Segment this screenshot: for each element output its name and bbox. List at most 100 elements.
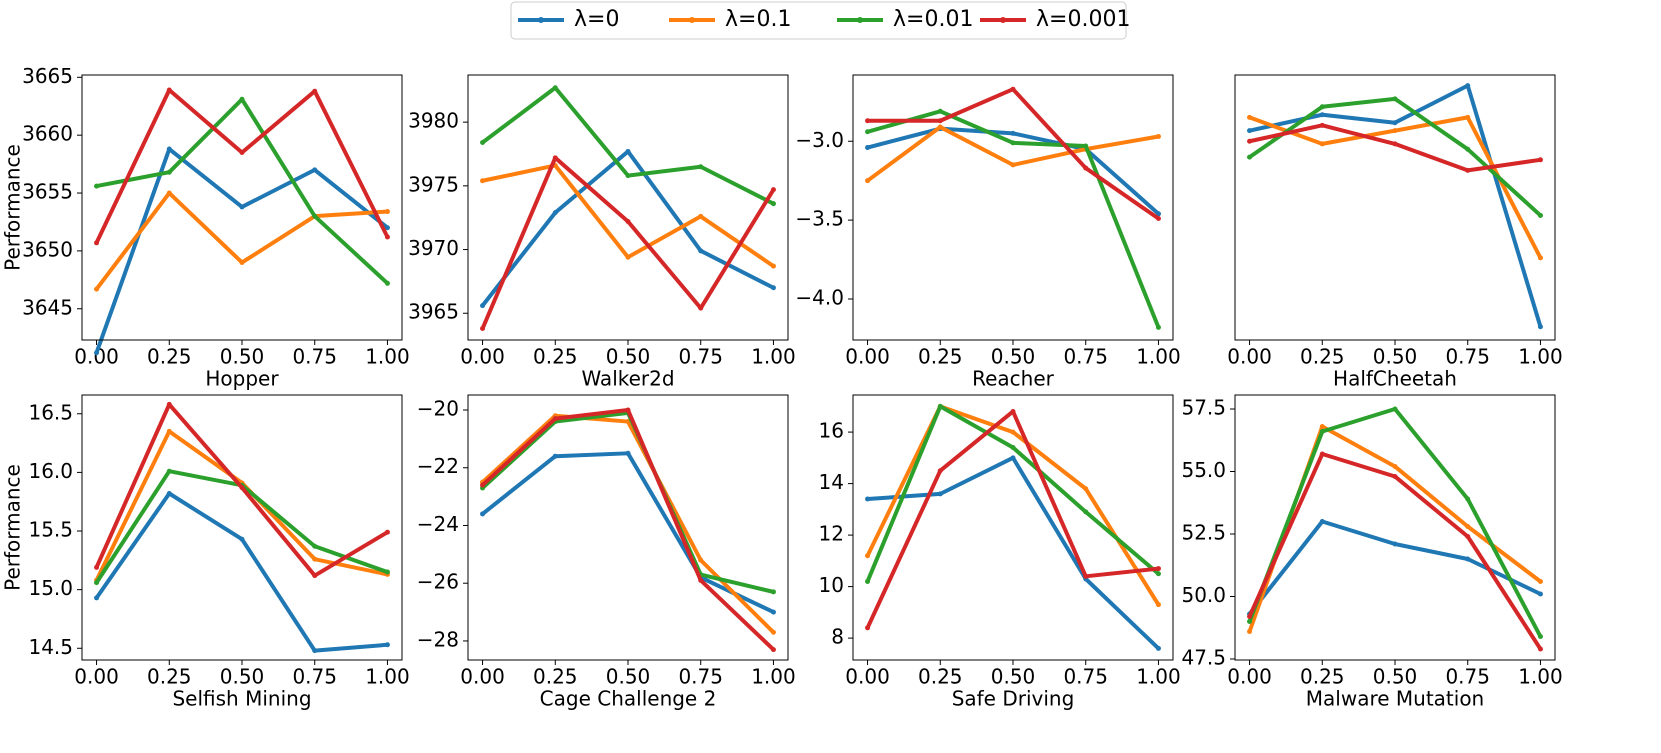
axes-frame [1234, 74, 1556, 341]
data-point [770, 263, 776, 269]
data-point [384, 234, 390, 240]
data-point [552, 416, 558, 422]
x-tick-label: 0.00 [1227, 665, 1272, 689]
data-point [384, 280, 390, 286]
y-tick-label: −20 [417, 397, 459, 421]
data-point [1083, 509, 1089, 515]
y-tick-label: 12 [819, 522, 844, 546]
legend-marker [538, 17, 544, 23]
y-tick-label: −24 [417, 512, 459, 536]
data-point [625, 407, 631, 413]
data-point [166, 490, 172, 496]
data-point [166, 401, 172, 407]
y-tick-label: 3655 [22, 180, 73, 204]
data-point [698, 557, 704, 563]
y-tick-label: 14.5 [28, 635, 73, 659]
axes-frame [852, 394, 1174, 661]
data-point [1083, 143, 1089, 149]
x-axis-label: Safe Driving [952, 687, 1075, 711]
data-point [1392, 464, 1398, 469]
data-point [1247, 128, 1253, 134]
data-point [1392, 120, 1398, 126]
axes-frame [81, 394, 403, 661]
data-point [937, 468, 943, 474]
data-point [1155, 324, 1161, 330]
data-point [865, 178, 871, 184]
y-tick-label: 3665 [22, 64, 73, 88]
data-point [1465, 167, 1471, 173]
data-point [312, 556, 318, 562]
data-point [1247, 138, 1253, 144]
data-point [384, 209, 390, 215]
x-tick-label: 0.25 [533, 665, 578, 689]
legend-label: λ=0.01 [893, 7, 973, 32]
series-line [94, 88, 390, 244]
data-point [1392, 128, 1398, 134]
data-point [937, 108, 943, 114]
y-tick-label: 3975 [408, 172, 459, 196]
data-point [384, 529, 390, 535]
axes-frame [467, 74, 789, 341]
y-tick-label: 3645 [22, 295, 73, 319]
data-point [312, 167, 318, 173]
x-tick-label: 1.00 [1136, 345, 1181, 369]
data-point [1537, 634, 1543, 639]
x-tick-label: 1.00 [751, 665, 796, 689]
data-point [1465, 83, 1471, 89]
x-tick-label: 1.00 [1518, 665, 1563, 689]
data-point [698, 248, 704, 254]
x-axis-label: Walker2d [581, 367, 674, 391]
data-point [770, 285, 776, 291]
y-tick-label: 16.5 [28, 400, 73, 424]
y-tick-label: −3.0 [795, 128, 844, 152]
y-tick-label: 47.5 [1181, 646, 1226, 670]
data-point [166, 87, 172, 93]
x-tick-label: 0.75 [292, 665, 337, 689]
data-point [1155, 211, 1161, 217]
axes-frame [81, 74, 403, 341]
y-tick-label: 57.5 [1181, 396, 1226, 420]
data-point [480, 511, 486, 517]
data-point [312, 573, 318, 579]
x-axis-label: Cage Challenge 2 [540, 687, 717, 711]
x-tick-label: 1.00 [1136, 665, 1181, 689]
data-point [937, 403, 943, 409]
data-point [166, 468, 172, 474]
data-point [166, 190, 172, 196]
series-line [1247, 519, 1542, 616]
data-point [1537, 157, 1543, 163]
data-point [1537, 579, 1543, 584]
legend-marker [689, 17, 695, 23]
data-point [865, 145, 871, 151]
data-point [480, 482, 486, 488]
y-tick-label: −4.0 [795, 285, 844, 309]
data-point [312, 543, 318, 549]
data-point [1319, 519, 1325, 524]
data-point [625, 254, 631, 260]
data-point [1319, 141, 1325, 147]
y-tick-label: 3970 [408, 236, 459, 260]
data-point [1392, 96, 1398, 102]
series-line [1248, 96, 1542, 217]
data-point [384, 569, 390, 575]
axes-frame [852, 74, 1174, 341]
x-tick-label: 1.00 [1518, 345, 1563, 369]
y-axis-label: Performance [1, 144, 25, 271]
data-point [1465, 524, 1471, 529]
x-tick-label: 0.50 [1373, 345, 1418, 369]
data-point [1247, 629, 1253, 634]
data-point [166, 428, 172, 434]
y-tick-label: 55.0 [1181, 458, 1226, 482]
x-tick-label: 0.50 [991, 665, 1036, 689]
axes-frame [467, 394, 789, 661]
data-point [865, 118, 871, 124]
data-point [480, 326, 486, 332]
data-point [865, 578, 871, 584]
data-point [1392, 141, 1398, 147]
data-point [480, 303, 486, 309]
x-tick-label: 1.00 [751, 345, 796, 369]
data-point [552, 453, 558, 459]
data-point [698, 213, 704, 219]
legend-marker [1000, 17, 1006, 23]
